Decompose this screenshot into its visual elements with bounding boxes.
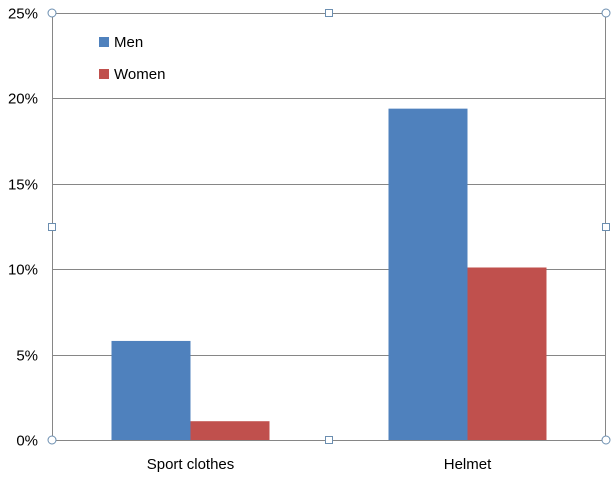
legend-label-women: Women bbox=[114, 66, 165, 83]
bars bbox=[111, 108, 547, 440]
x-category-label: Helmet bbox=[444, 456, 492, 473]
corner-resize-handle[interactable] bbox=[601, 8, 611, 18]
legend-label-men: Men bbox=[114, 34, 143, 51]
edge-resize-handle[interactable] bbox=[325, 436, 333, 444]
y-tick-label: 20% bbox=[8, 91, 38, 108]
legend: Men Women bbox=[99, 34, 165, 83]
y-tick-label: 10% bbox=[8, 262, 38, 279]
y-tick-label: 25% bbox=[8, 6, 38, 23]
legend-swatch-men bbox=[99, 37, 109, 47]
edge-resize-handle[interactable] bbox=[602, 223, 610, 231]
edge-resize-handle[interactable] bbox=[325, 9, 333, 17]
corner-resize-handle[interactable] bbox=[47, 435, 57, 445]
edge-resize-handle[interactable] bbox=[48, 223, 56, 231]
y-tick-label: 15% bbox=[8, 177, 38, 194]
bar-men-sport-clothes[interactable] bbox=[111, 340, 191, 440]
selection-handles[interactable] bbox=[47, 8, 611, 445]
x-axis-category-labels: Sport clothes Helmet bbox=[147, 456, 492, 473]
corner-resize-handle[interactable] bbox=[601, 435, 611, 445]
legend-swatch-women bbox=[99, 69, 109, 79]
corner-resize-handle[interactable] bbox=[47, 8, 57, 18]
y-tick-label: 5% bbox=[16, 348, 38, 365]
y-tick-label: 0% bbox=[16, 433, 38, 450]
bar-men-helmet[interactable] bbox=[388, 108, 468, 440]
y-axis-tick-labels: 0% 5% 10% 15% 20% 25% bbox=[8, 6, 38, 450]
bar-women-helmet[interactable] bbox=[467, 267, 547, 440]
x-category-label: Sport clothes bbox=[147, 456, 235, 473]
bar-women-sport-clothes[interactable] bbox=[190, 421, 270, 440]
